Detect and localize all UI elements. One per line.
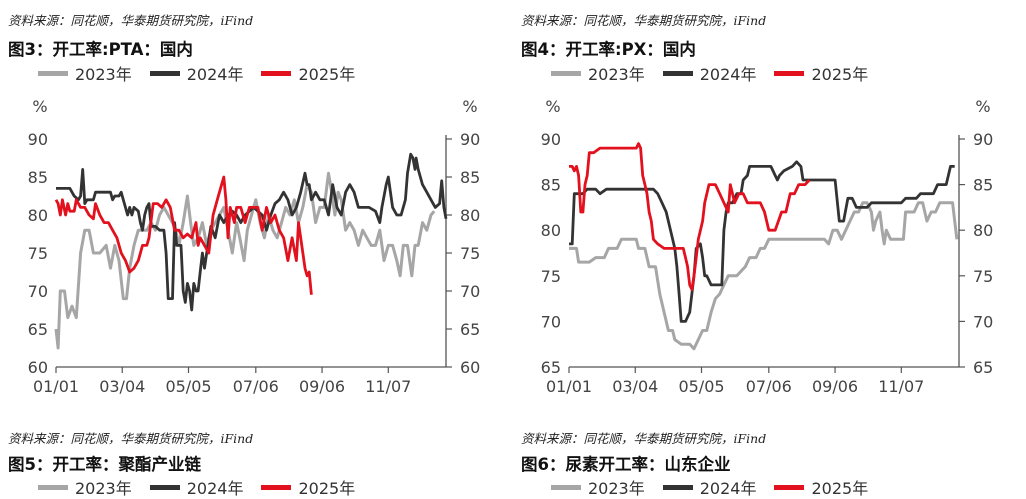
- series-line-2023年: [54, 171, 436, 350]
- y-unit-label-right: %: [462, 97, 477, 116]
- legend-label-2025: 2025年: [811, 479, 869, 498]
- legend-item-2023: 2023年: [38, 61, 132, 85]
- legend-item-2023: 2023年: [551, 61, 645, 85]
- y-tick-label-left: 90: [541, 130, 561, 149]
- legend-item-2024: 2024年: [662, 475, 757, 499]
- source-note: 资料来源：同花顺，华泰期货研究院，iFind: [8, 13, 254, 28]
- legend-label-2024: 2024年: [186, 65, 244, 84]
- legend-item-2024: 2024年: [662, 61, 757, 85]
- y-unit-label-right: %: [975, 97, 990, 116]
- chart-title-lower: 图5：开工率：聚酯产业链: [8, 455, 201, 474]
- y-tick-label-right: 80: [973, 221, 993, 240]
- y-tick-label-left: 70: [28, 282, 48, 301]
- y-tick-label-right: 65: [460, 320, 480, 339]
- legend-label-2025: 2025年: [298, 65, 356, 84]
- source-note-lower: 资料来源：同花顺，华泰期货研究院，iFind: [521, 431, 767, 446]
- x-tick-label: 09/06: [812, 377, 858, 396]
- x-tick-label: 01/01: [546, 377, 592, 396]
- y-tick-label-left: 65: [541, 358, 561, 377]
- series-line-2023年: [569, 201, 959, 351]
- legend-lower: 2023年 2024年 2025年: [551, 476, 886, 498]
- legend-label-2025: 2025年: [298, 479, 356, 498]
- y-tick-label-right: 75: [460, 244, 480, 263]
- y-tick-label-left: 65: [28, 320, 48, 339]
- legend: 2023年 2024年 2025年: [38, 62, 373, 84]
- y-tick-label-right: 60: [460, 358, 480, 377]
- y-tick-label-left: 85: [541, 176, 561, 195]
- legend-swatch-2025: [774, 70, 805, 76]
- legend-lower: 2023年 2024年 2025年: [38, 476, 373, 498]
- series-line-2024年: [569, 160, 955, 323]
- y-tick-label-right: 85: [460, 168, 480, 187]
- legend-item-2023: 2023年: [551, 475, 645, 499]
- x-tick-label: 07/06: [233, 377, 279, 396]
- x-tick-label: 05/05: [165, 377, 211, 396]
- legend-label-2025: 2025年: [811, 65, 869, 84]
- y-tick-label-right: 75: [973, 267, 993, 286]
- x-tick-label: 07/06: [746, 377, 792, 396]
- legend-label-2024: 2024年: [699, 65, 757, 84]
- chart-px: % % 65 65 70 70 75 75 80 80 85 85 90 90 01/01 03/04 05/0…: [541, 97, 994, 396]
- y-tick-label-left: 90: [28, 130, 48, 149]
- panel-fig3: 资料来源：同花顺，华泰期货研究院，iFind 图3：开工率:PTA：国内 202…: [0, 0, 513, 498]
- y-tick-label-left: 70: [541, 312, 561, 331]
- y-tick-label-left: 75: [541, 267, 561, 286]
- y-tick-label-right: 90: [460, 130, 480, 149]
- legend-swatch-2025: [261, 70, 292, 76]
- legend-label-2023: 2023年: [75, 65, 132, 84]
- legend-item-2024: 2024年: [149, 61, 244, 85]
- legend: 2023年 2024年 2025年: [551, 62, 886, 84]
- x-tick-label: 05/05: [678, 377, 724, 396]
- chart-pta: % % 60 60 65 65 70 70 75 75 80 80 85 85 90 90 01/01 03/04…: [28, 97, 481, 396]
- legend-swatch-2024: [662, 70, 693, 76]
- x-tick-label: 11/07: [878, 377, 924, 396]
- chart-title-lower: 图6：尿素开工率：山东企业: [521, 455, 731, 474]
- x-tick-label: 03/04: [99, 377, 145, 396]
- source-note-lower: 资料来源：同花顺，华泰期货研究院，iFind: [8, 431, 254, 446]
- chart-title: 图4：开工率:PX：国内: [521, 40, 696, 59]
- legend-item-2025: 2025年: [261, 61, 355, 85]
- series-line-2025年: [569, 142, 811, 291]
- legend-swatch-2024: [662, 484, 693, 490]
- y-tick-label-left: 60: [28, 358, 48, 377]
- x-tick-label: 01/01: [33, 377, 79, 396]
- y-tick-label-left: 85: [28, 168, 48, 187]
- y-unit-label-left: %: [545, 97, 560, 116]
- legend-swatch-2023: [38, 70, 68, 76]
- series-line-2025年: [54, 175, 313, 295]
- legend-swatch-2023: [38, 484, 68, 490]
- legend-swatch-2024: [149, 70, 180, 76]
- y-tick-label-right: 80: [460, 206, 480, 225]
- x-tick-label: 03/04: [612, 377, 658, 396]
- legend-item-2023: 2023年: [38, 475, 132, 499]
- y-tick-label-left: 80: [541, 221, 561, 240]
- legend-label-2024: 2024年: [186, 479, 244, 498]
- y-tick-label-right: 65: [973, 358, 993, 377]
- y-tick-label-right: 70: [973, 312, 993, 331]
- y-tick-label-right: 85: [973, 176, 993, 195]
- panel-fig4: 资料来源：同花顺，华泰期货研究院，iFind 图4：开工率:PX：国内 2023…: [513, 0, 1026, 498]
- legend-swatch-2024: [149, 484, 180, 490]
- legend-swatch-2025: [261, 484, 292, 490]
- chart-title: 图3：开工率:PTA：国内: [8, 40, 193, 59]
- legend-swatch-2023: [551, 484, 581, 490]
- legend-label-2023: 2023年: [75, 479, 132, 498]
- legend-item-2025: 2025年: [261, 475, 355, 499]
- legend-label-2023: 2023年: [588, 479, 645, 498]
- y-unit-label-left: %: [32, 97, 47, 116]
- legend-swatch-2023: [551, 70, 581, 76]
- legend-item-2025: 2025年: [774, 475, 868, 499]
- legend-label-2024: 2024年: [699, 479, 757, 498]
- source-note: 资料来源：同花顺，华泰期货研究院，iFind: [521, 13, 767, 28]
- y-tick-label-right: 70: [460, 282, 480, 301]
- y-tick-label-right: 90: [973, 130, 993, 149]
- legend-label-2023: 2023年: [588, 65, 645, 84]
- y-tick-label-left: 75: [28, 244, 48, 263]
- y-tick-label-left: 80: [28, 206, 48, 225]
- legend-item-2024: 2024年: [149, 475, 244, 499]
- x-tick-label: 09/06: [299, 377, 345, 396]
- x-tick-label: 11/07: [365, 377, 411, 396]
- legend-item-2025: 2025年: [774, 61, 868, 85]
- legend-swatch-2025: [774, 484, 805, 490]
